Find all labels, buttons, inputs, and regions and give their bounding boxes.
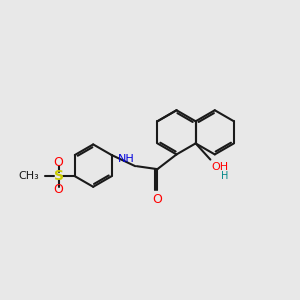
Text: NH: NH (118, 154, 135, 164)
Text: OH: OH (212, 162, 229, 172)
Text: S: S (54, 169, 64, 183)
Text: O: O (54, 157, 64, 169)
Text: CH₃: CH₃ (18, 171, 39, 181)
Text: O: O (152, 193, 162, 206)
Text: H: H (221, 171, 229, 181)
Text: O: O (54, 183, 64, 196)
